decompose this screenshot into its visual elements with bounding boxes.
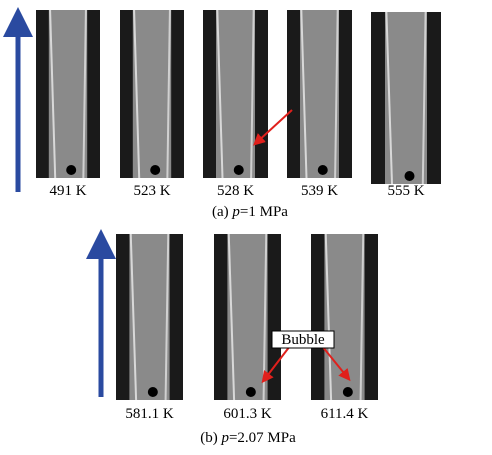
outlet [343, 387, 353, 397]
image-label: 555 K [387, 183, 424, 199]
photo [120, 10, 184, 178]
figure: Bubble (a) p=1 MPa (b) p=2.07 MPa 491 K 5… [0, 0, 492, 455]
outlet [148, 387, 158, 397]
outlet [405, 171, 415, 181]
image-label: 523 K [133, 183, 170, 199]
photo [203, 10, 268, 178]
outlet [318, 165, 328, 175]
photo [36, 10, 100, 178]
annotation: Bubble [281, 332, 325, 348]
outlet [234, 165, 244, 175]
caption: (a) p=1 MPa [212, 204, 288, 220]
photo [214, 234, 281, 400]
image-label: 491 K [49, 183, 86, 199]
image-label: 539 K [301, 183, 338, 199]
image-label: 581.1 K [125, 406, 174, 422]
caption: (b) p=2.07 MPa [200, 430, 296, 446]
photo [287, 10, 352, 178]
outlet [66, 165, 76, 175]
outlet [246, 387, 256, 397]
photo [371, 12, 441, 184]
image-label: 601.3 K [223, 406, 272, 422]
image-label: 528 K [217, 183, 254, 199]
outlet [150, 165, 160, 175]
photo [116, 234, 183, 400]
image-label: 611.4 K [321, 406, 369, 422]
